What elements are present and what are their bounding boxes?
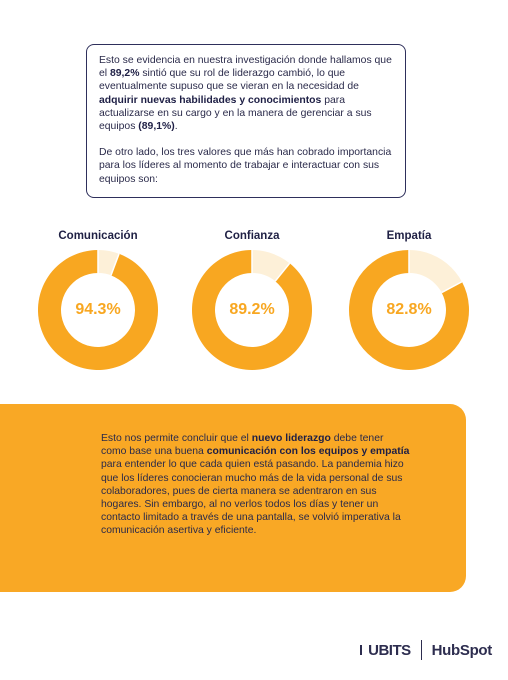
donut-percent-label: 89.2% xyxy=(229,301,275,318)
donut-gap-edge xyxy=(441,281,463,294)
donut-percent-label: 94.3% xyxy=(75,301,121,318)
conclusion-text: Esto nos permite concluir que el nuevo l… xyxy=(101,432,411,538)
donut-gap-edge xyxy=(110,253,120,276)
bold-text-segment: nuevo liderazgo xyxy=(251,433,331,444)
footer-logos: UBITS HubSpot xyxy=(360,636,492,664)
text-segment: para actualizarse en su cargo y en la ma… xyxy=(99,94,372,133)
bold-text-segment: (89,1%) xyxy=(138,121,175,133)
donut-chart: 82.8% xyxy=(349,250,469,370)
intro-paragraph-1: Esto se evidencia en nuestra investigaci… xyxy=(99,54,393,133)
value-empatia: Empatía 82.8% xyxy=(349,230,469,370)
text-segment: debe tener como base una buena xyxy=(101,433,384,458)
donut-value-arc xyxy=(192,250,312,370)
conclusion-panel: Esto nos permite concluir que el nuevo l… xyxy=(0,404,466,592)
bold-text-segment: 89,2% xyxy=(109,68,140,80)
value-title: Confianza xyxy=(224,230,280,242)
donut-value-arc xyxy=(38,250,158,370)
text-segment: Esto se evidencia en nuestra investigaci… xyxy=(99,55,392,80)
value-title: Comunicación xyxy=(58,230,138,242)
text-segment: . xyxy=(174,121,178,133)
value-comunicacion: Comunicación 94.3% xyxy=(38,230,158,370)
text-segment: para entender lo que cada quien está pas… xyxy=(101,459,404,537)
donut-value-arc xyxy=(349,250,469,370)
donut-svg xyxy=(349,250,469,370)
ubits-logo: UBITS xyxy=(360,642,411,659)
donut-percent-label: 82.8% xyxy=(386,301,432,318)
intro-text-box: Esto se evidencia en nuestra investigaci… xyxy=(86,44,406,198)
text-segment: Esto nos permite concluir que el xyxy=(101,433,252,444)
text-segment: sintió que su rol de liderazgo cambió, l… xyxy=(99,68,359,93)
value-title: Empatía xyxy=(386,230,432,242)
logo-divider xyxy=(420,640,422,660)
donut-gap-edge xyxy=(274,262,291,282)
donut-svg xyxy=(192,250,312,370)
bold-text-segment: adquirir nuevas habilidades y conocimien… xyxy=(99,94,322,106)
hubspot-logo: HubSpot xyxy=(431,641,493,659)
value-confianza: Confianza 89.2% xyxy=(192,230,312,370)
bold-text-segment: comunicación con los equipos y empatía xyxy=(206,446,410,458)
intro-paragraph-2: De otro lado, los tres valores que más h… xyxy=(99,147,392,185)
ubits-logo-text: UBITS xyxy=(368,641,411,659)
ubits-mark-icon xyxy=(360,645,366,655)
donut-chart: 94.3% xyxy=(38,250,158,370)
donut-svg xyxy=(38,250,158,370)
donut-chart: 89.2% xyxy=(192,250,312,370)
